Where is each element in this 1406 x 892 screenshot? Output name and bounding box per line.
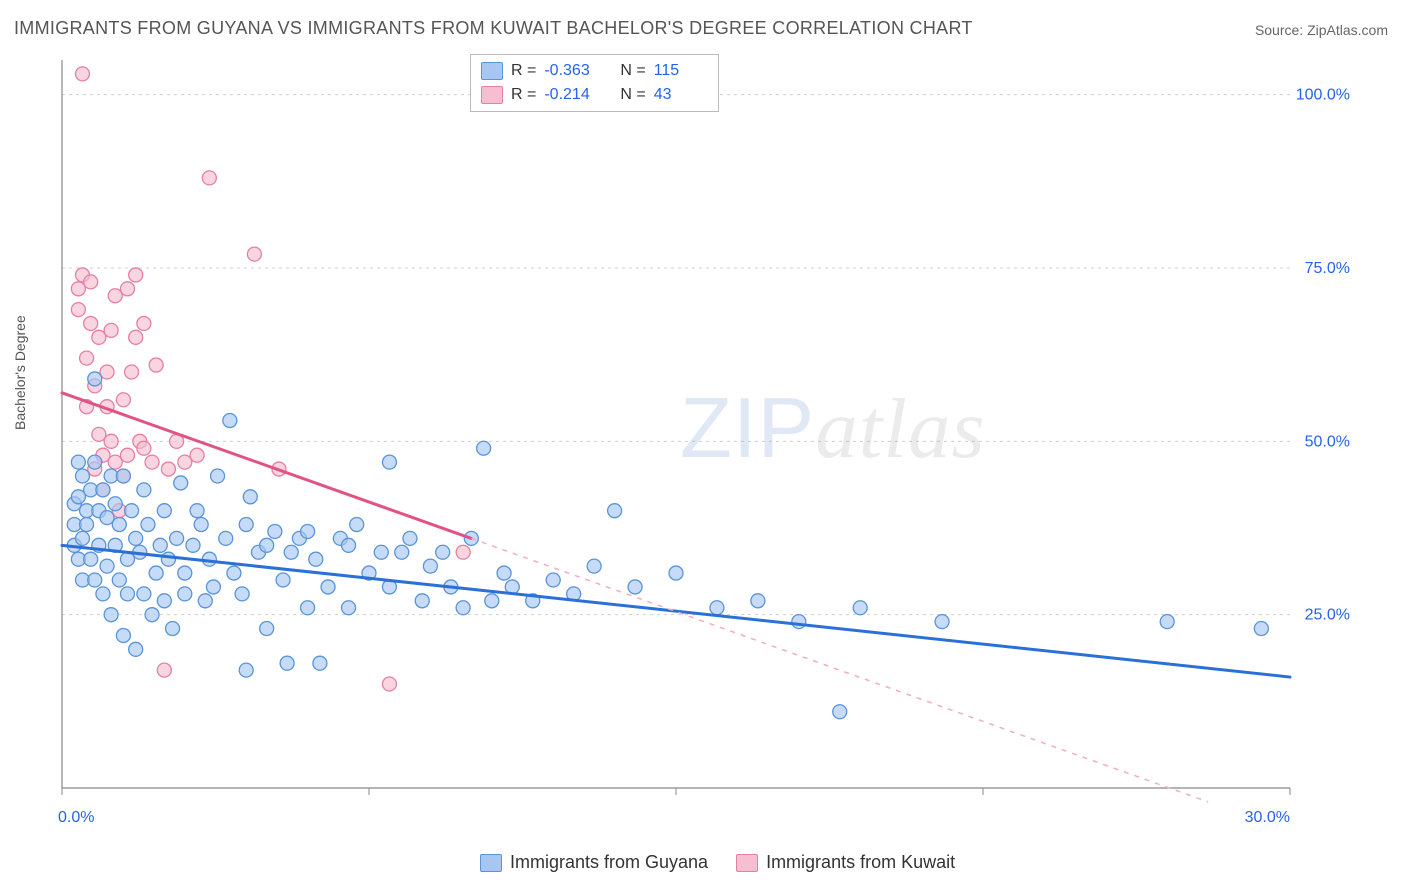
series-legend: Immigrants from Guyana Immigrants from K… <box>480 852 955 873</box>
scatter-plot: 25.0% 50.0% 75.0% 100.0% 0.0% 30.0% <box>50 52 1370 832</box>
svg-text:0.0%: 0.0% <box>58 809 94 826</box>
swatch-guyana-icon <box>480 854 502 872</box>
svg-text:25.0%: 25.0% <box>1305 607 1350 624</box>
stats-row-kuwait: R = -0.214 N = 43 <box>481 83 708 107</box>
source-link[interactable]: ZipAtlas.com <box>1307 22 1388 38</box>
y-axis-label: Bachelor's Degree <box>12 315 28 430</box>
swatch-guyana <box>481 62 503 80</box>
chart-container: IMMIGRANTS FROM GUYANA VS IMMIGRANTS FRO… <box>0 0 1406 892</box>
source-label: Source: ZipAtlas.com <box>1255 22 1388 38</box>
svg-text:50.0%: 50.0% <box>1305 433 1350 450</box>
svg-text:75.0%: 75.0% <box>1305 260 1350 277</box>
svg-text:100.0%: 100.0% <box>1296 87 1350 104</box>
stats-row-guyana: R = -0.363 N = 115 <box>481 59 708 83</box>
swatch-kuwait <box>481 86 503 104</box>
chart-title: IMMIGRANTS FROM GUYANA VS IMMIGRANTS FRO… <box>14 18 973 39</box>
legend-item-guyana: Immigrants from Guyana <box>480 852 708 873</box>
swatch-kuwait-icon <box>736 854 758 872</box>
stats-legend: R = -0.363 N = 115 R = -0.214 N = 43 <box>470 54 719 112</box>
svg-text:30.0%: 30.0% <box>1245 809 1290 826</box>
legend-item-kuwait: Immigrants from Kuwait <box>736 852 955 873</box>
